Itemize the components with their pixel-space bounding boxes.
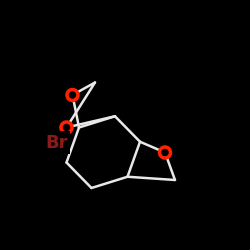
Text: Br: Br [45, 134, 68, 152]
Circle shape [69, 91, 76, 99]
Circle shape [63, 124, 70, 131]
Circle shape [161, 149, 169, 156]
